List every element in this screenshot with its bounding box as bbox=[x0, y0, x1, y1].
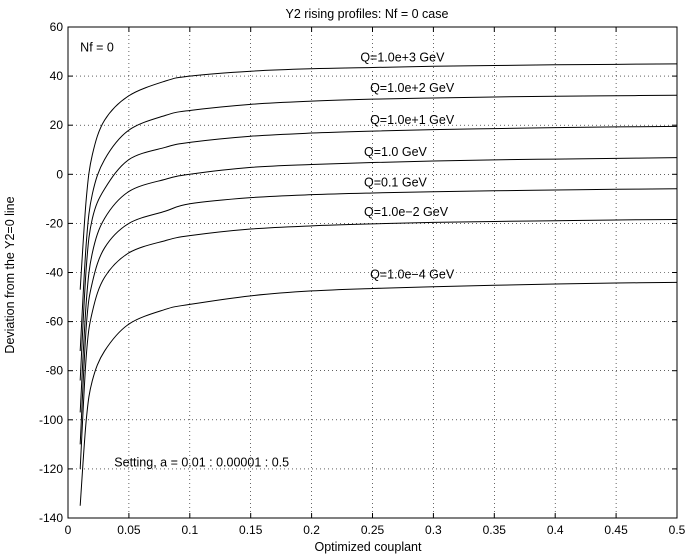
series-label-2: Q=1.0e+1 GeV bbox=[370, 113, 455, 127]
x-tick-label: 0.1 bbox=[181, 523, 198, 537]
tick-layer bbox=[67, 26, 678, 519]
y-tick-label: -140 bbox=[39, 511, 63, 525]
series-label-6: Q=1.0e−4 GeV bbox=[370, 268, 455, 282]
x-tick-label: 0.35 bbox=[483, 523, 507, 537]
curve-layer bbox=[79, 63, 678, 506]
y-tick-label: 20 bbox=[50, 118, 64, 132]
x-tick-label: 0.3 bbox=[425, 523, 442, 537]
y-tick-label: -120 bbox=[39, 462, 63, 476]
y-tick-label: -60 bbox=[46, 315, 64, 329]
x-tick-label: 0.5 bbox=[669, 523, 686, 537]
x-tick-label: 0.15 bbox=[239, 523, 263, 537]
x-tick-label: 0.05 bbox=[117, 523, 141, 537]
x-tick-label: 0 bbox=[65, 523, 72, 537]
series-line-0 bbox=[79, 63, 678, 290]
annotation-0: Nf = 0 bbox=[80, 41, 114, 55]
series-line-2 bbox=[79, 125, 678, 381]
series-line-6 bbox=[79, 281, 678, 506]
series-line-4 bbox=[79, 188, 678, 445]
y-tick-label: -80 bbox=[46, 364, 64, 378]
annotation-1: Setting, a = 0.01 : 0.00001 : 0.5 bbox=[114, 455, 289, 469]
series-label-3: Q=1.0 GeV bbox=[364, 145, 428, 159]
series-label-0: Q=1.0e+3 GeV bbox=[360, 50, 445, 64]
series-line-1 bbox=[79, 94, 678, 352]
y-tick-label: 40 bbox=[50, 69, 64, 83]
x-tick-label: 0.2 bbox=[303, 523, 320, 537]
y-tick-label: -100 bbox=[39, 413, 63, 427]
y-tick-label: 0 bbox=[56, 167, 63, 181]
series-label-1: Q=1.0e+2 GeV bbox=[370, 81, 455, 95]
y-tick-label: -40 bbox=[46, 266, 64, 280]
y-tick-label: -20 bbox=[46, 216, 64, 230]
series-label-4: Q=0.1 GeV bbox=[364, 176, 428, 190]
y-tick-label: 60 bbox=[50, 20, 64, 34]
series-line-5 bbox=[79, 218, 678, 469]
series-label-5: Q=1.0e−2 GeV bbox=[364, 205, 449, 219]
series-line-3 bbox=[79, 157, 678, 413]
y-axis-title: Deviation from the Y2=0 line bbox=[3, 196, 17, 353]
x-axis-title: Optimized couplant bbox=[314, 540, 422, 554]
x-tick-label: 0.4 bbox=[547, 523, 564, 537]
label-layer: 0 0.05 0.1 0.15 0.2 0.25 0.3 0.35 0.4 0.45 0.5 -140… bbox=[39, 20, 686, 537]
x-tick-label: 0.25 bbox=[361, 523, 385, 537]
x-tick-label: 0.45 bbox=[604, 523, 628, 537]
chart-title: Y2 rising profiles: Nf = 0 case bbox=[286, 7, 449, 21]
